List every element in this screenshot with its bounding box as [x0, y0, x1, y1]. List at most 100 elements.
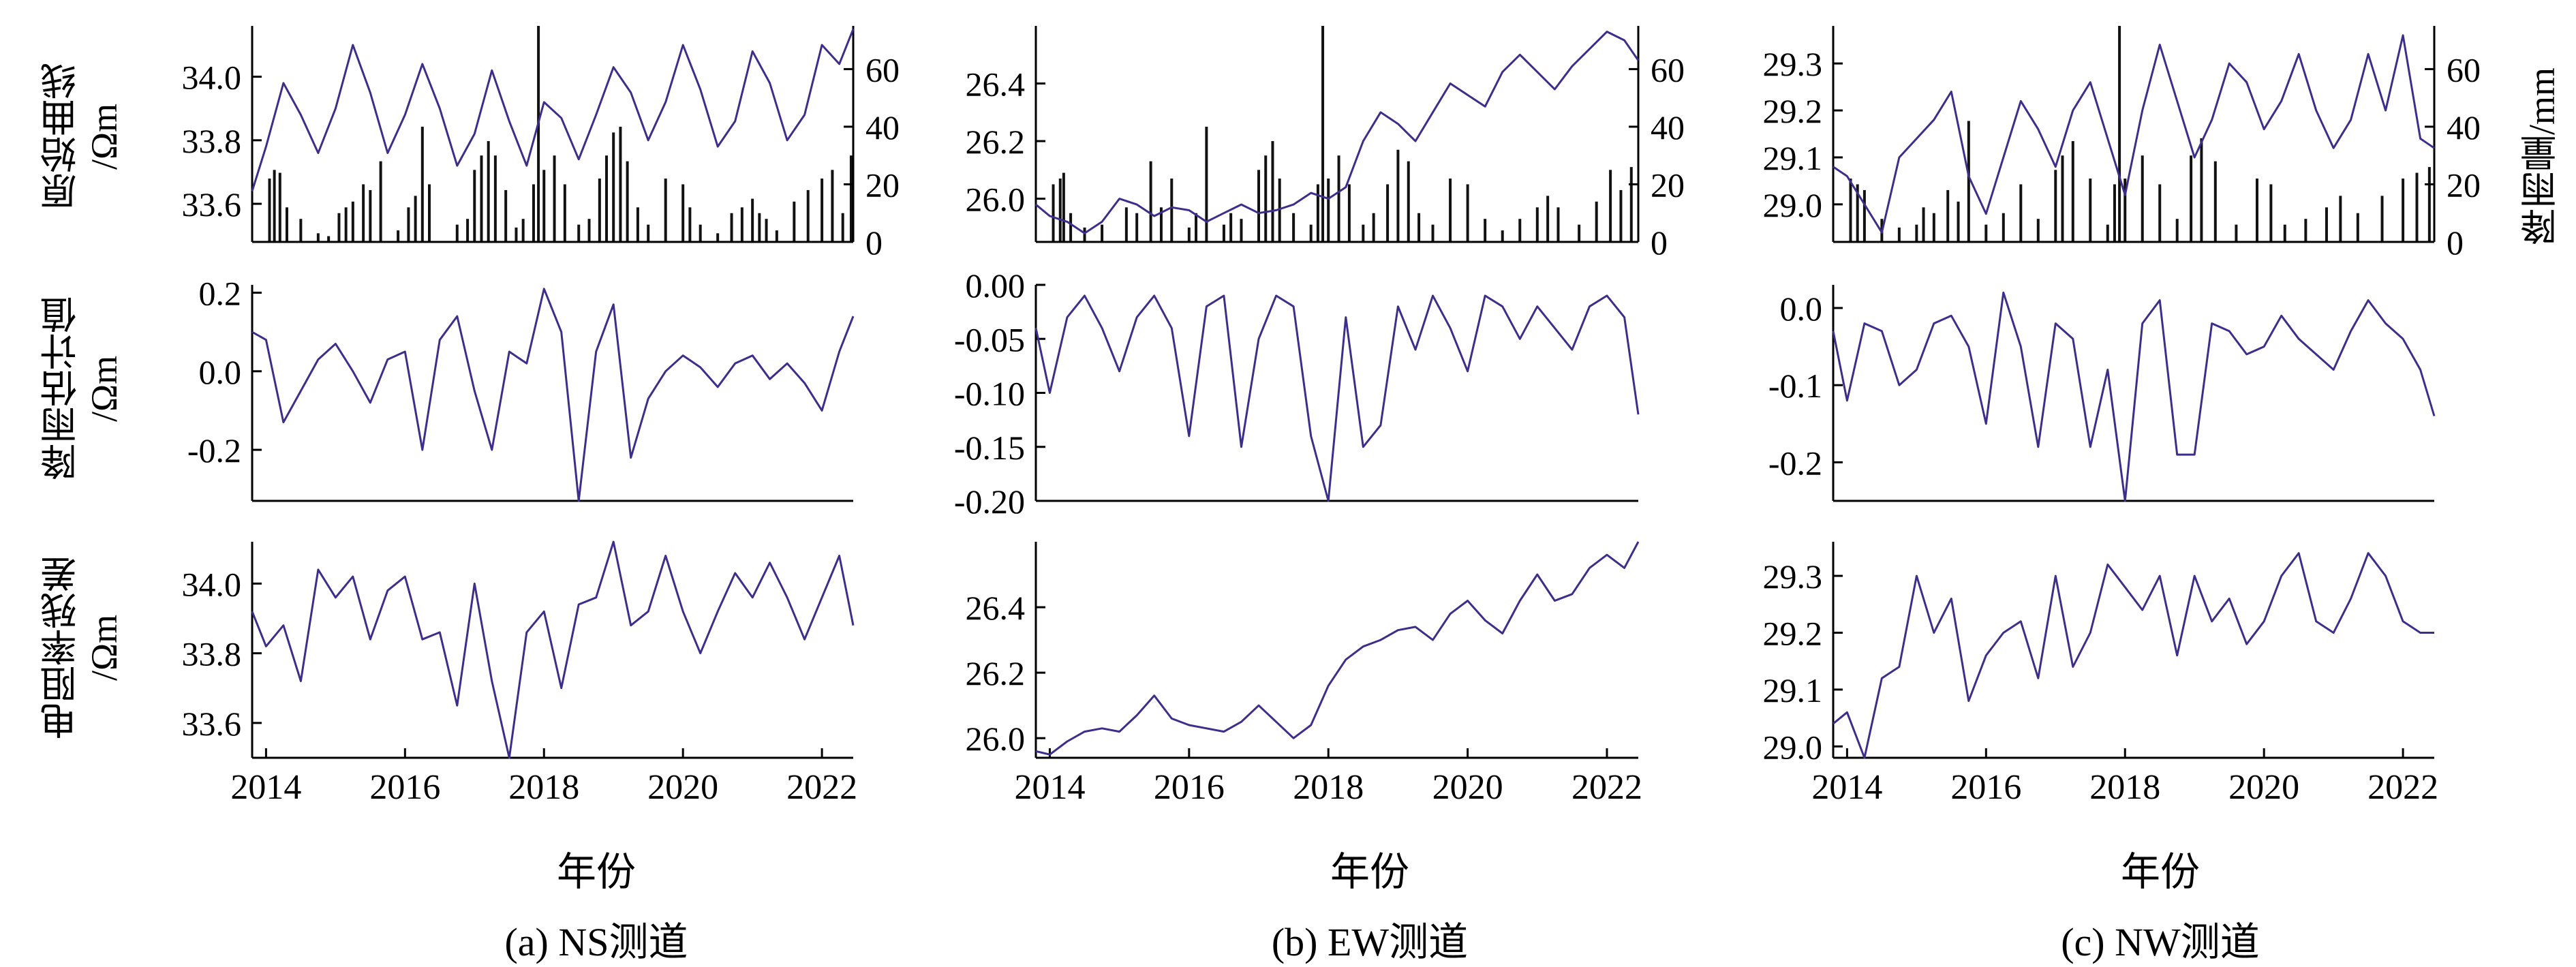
left-tick-label: 29.2 [1763, 92, 1823, 130]
left-tick-label: 29.0 [1763, 186, 1823, 224]
left-tick-label: -0.10 [954, 375, 1025, 413]
rain-bar [362, 184, 365, 242]
rain-bar [1897, 227, 1901, 242]
rain-bar [2380, 196, 2384, 242]
rain-bar [2235, 224, 2238, 242]
x-tick-label: 2020 [2228, 768, 2299, 807]
rain-bar [758, 213, 761, 242]
left-tick-label: 29.1 [1763, 671, 1823, 709]
x-tick-label: 2020 [647, 768, 718, 807]
rain-bar [1321, 26, 1325, 242]
rain-bar [1629, 167, 1633, 242]
nw-raw-chart: 0 20 40 60 29.0 29.1 29.2 29.3 [1763, 26, 2481, 262]
rain-bar [285, 207, 288, 242]
x-tick-label: 2014 [1014, 768, 1085, 807]
x-tick-label: 2018 [1293, 768, 1364, 807]
row2-ylabel-text: 降雨估计值 [42, 296, 82, 480]
x-tick-label: 2014 [230, 768, 301, 807]
left-tick-label: 0.0 [199, 353, 242, 391]
rain-bar [681, 184, 685, 242]
ns-residual-series-line [251, 540, 855, 759]
rain-bar [1149, 161, 1152, 242]
rain-bar [1431, 224, 1435, 242]
rain-bar [1578, 224, 1581, 242]
row3-ylabel-text: 电阻率残差 [42, 555, 82, 739]
rain-bar [2061, 155, 2064, 242]
rain-bar [466, 219, 470, 242]
x-tick-label: 2016 [1154, 768, 1225, 807]
right-tick-label: 20 [865, 166, 900, 204]
left-tick-label: -0.1 [1768, 367, 1822, 405]
right-tick-label: 40 [2447, 108, 2481, 147]
rain-bar [2304, 219, 2307, 242]
row3-unit: /Ωm [84, 614, 125, 681]
rain-bar [2141, 155, 2144, 242]
rain-bar [1316, 184, 1319, 242]
rain-bar [1915, 224, 1918, 242]
rain-bar [1083, 227, 1086, 242]
rain-bar [1484, 219, 1487, 242]
rain-bar [1957, 201, 1960, 242]
rain-bar [1309, 224, 1313, 242]
rain-bar [775, 230, 778, 242]
rain-bar [487, 141, 490, 242]
rain-bar [793, 201, 796, 242]
left-tick-label: 29.3 [1763, 557, 1823, 596]
rain-bar [1135, 213, 1139, 242]
left-tick-label: -0.2 [1768, 444, 1822, 482]
rain-bar [414, 196, 417, 242]
rain-bar [351, 201, 354, 242]
rain-bar [1862, 189, 1866, 242]
rain-bar [1396, 149, 1400, 242]
rain-bar [1240, 219, 1243, 242]
rain-bar [2036, 219, 2040, 242]
ns-raw-series-line [251, 29, 855, 191]
left-tick-label: 33.8 [182, 122, 242, 160]
rain-bar [716, 233, 720, 242]
rain-bar [1170, 179, 1174, 242]
nw-rain_estimate-chart: -0.2 -0.1 0.0 [1768, 285, 2436, 502]
rain-bar [521, 219, 525, 242]
rain-bar [2213, 161, 2217, 242]
rain-bar [849, 155, 853, 242]
left-tick-label: 29.1 [1763, 139, 1823, 177]
rain-bar [1347, 184, 1351, 242]
left-tick-label: 0.2 [199, 275, 242, 313]
row3-ylabel: 电阻率残差 /Ωm [41, 532, 125, 763]
left-tick-label: 34.0 [182, 565, 242, 603]
rain-bar [605, 155, 609, 242]
rain-bar [699, 224, 702, 242]
rain-bar [841, 213, 844, 242]
rain-bar [2002, 213, 2005, 242]
rain-bar [2356, 213, 2359, 242]
rain-bar [2415, 172, 2419, 242]
rain-bar [1278, 179, 1281, 242]
rain-bar [2402, 179, 2405, 242]
rain-bar [1407, 161, 1410, 242]
rain-bar [1222, 224, 1225, 242]
row1-ylabel: 原始曲线 /Ωm [41, 27, 125, 245]
left-tick-label: -0.15 [954, 429, 1025, 467]
rain-bar [577, 224, 581, 242]
right-tick-label: 0 [2447, 224, 2464, 262]
rain-bar [806, 189, 810, 242]
x-tick-label: 2018 [508, 768, 579, 807]
rain-bar [2106, 224, 2109, 242]
rain-bar [553, 155, 556, 242]
rain-bar [278, 172, 281, 242]
rain-bar [1187, 227, 1191, 242]
rain-bar [1271, 141, 1274, 242]
right-tick-label: 0 [1651, 224, 1668, 262]
left-tick-label: 34.0 [182, 59, 242, 97]
rain-bar [563, 184, 566, 242]
rain-bar [1292, 213, 1295, 242]
rain-bar [455, 224, 459, 242]
left-tick-label: 33.6 [182, 185, 242, 224]
rain-bar [1229, 213, 1233, 242]
ns-residual-chart: 33.6 33.8 34.0 [182, 540, 855, 759]
rain-bar [831, 170, 834, 242]
x-title-ew: 年份 [1330, 850, 1409, 894]
row2-unit: /Ωm [84, 355, 125, 422]
rain-bar [1058, 179, 1062, 242]
rain-bar [2200, 138, 2203, 242]
